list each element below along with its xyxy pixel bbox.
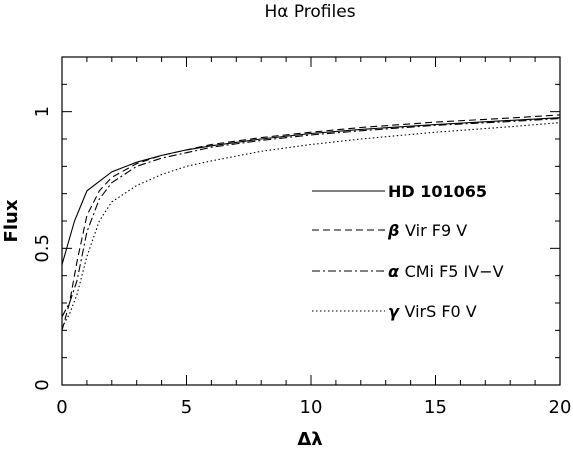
y-tick-label: 0 <box>32 379 53 390</box>
series-line <box>61 117 561 317</box>
series-line <box>61 117 561 265</box>
x-tick-label: 10 <box>300 397 323 418</box>
y-tick-label: 1 <box>32 106 53 117</box>
x-tick-label: 15 <box>424 397 447 418</box>
x-tick-label: 5 <box>181 397 192 418</box>
series-line <box>61 122 561 328</box>
series-lines <box>61 114 561 331</box>
series-line <box>61 114 561 331</box>
legend-label: α CMi F5 IV−V <box>388 262 504 281</box>
axis-tick-labels: 0 5 10 15 20 0 0.5 1 <box>32 106 571 418</box>
legend: HD 101065 β Vir F9 V α CMi F5 IV−V γ VirS F… <box>312 182 504 321</box>
y-tick-label: 0.5 <box>32 234 53 263</box>
x-tick-label: 20 <box>549 397 572 418</box>
x-axis-label: Δλ <box>297 429 322 450</box>
plot-frame <box>61 56 561 386</box>
y-axis-label: Flux <box>1 199 22 242</box>
axis-ticks <box>61 56 561 386</box>
chart-title: Hα Profiles <box>264 2 355 22</box>
legend-label: γ VirS F0 V <box>388 302 477 321</box>
legend-label: HD 101065 <box>388 182 487 201</box>
x-tick-label: 0 <box>56 397 67 418</box>
legend-label: β Vir F9 V <box>387 221 467 240</box>
